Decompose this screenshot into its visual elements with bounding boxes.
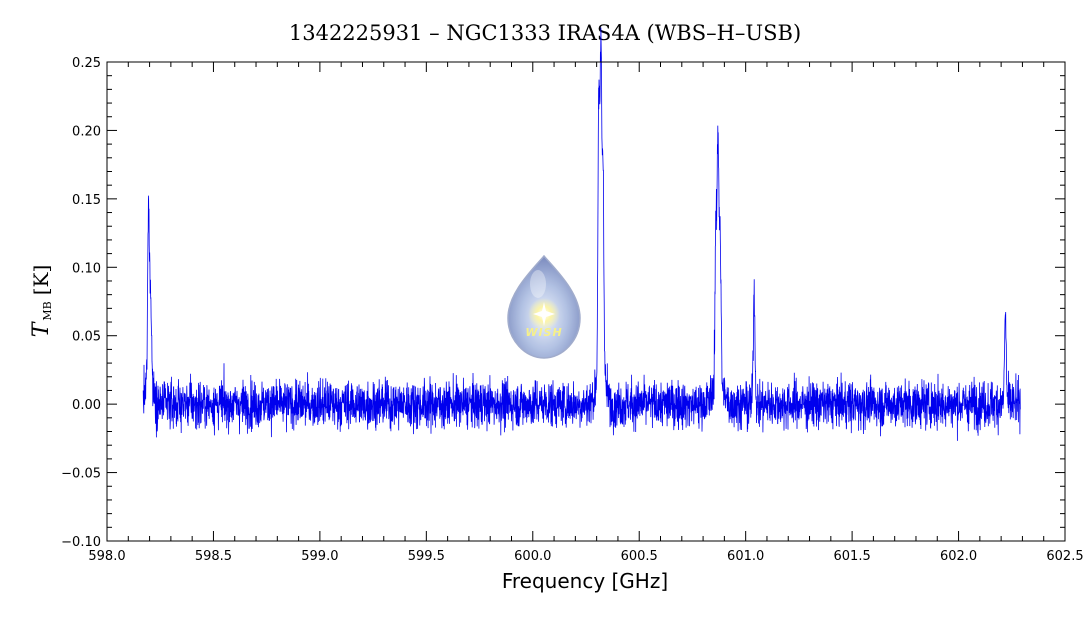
spectrum-line xyxy=(142,27,1021,441)
y-axis-symbol: T xyxy=(29,320,54,337)
y-tick-label: 0.20 xyxy=(72,124,101,139)
chart-title: 1342225931 – NGC1333 IRAS4A (WBS–H–USB) xyxy=(289,21,801,45)
y-tick-label: 0.05 xyxy=(72,330,101,345)
logo-text: WISH xyxy=(525,326,562,339)
y-tick-label: 0.10 xyxy=(72,261,101,276)
x-tick-label: 598.0 xyxy=(88,549,125,564)
x-tick-label: 602.0 xyxy=(940,549,977,564)
plot-frame xyxy=(106,61,1066,542)
x-tick-label: 600.5 xyxy=(621,549,658,564)
x-tick-label: 600.0 xyxy=(514,549,551,564)
tick-labels: 598.0 598.5 599.0 599.5 600.0 600.5 601.0 601.5… xyxy=(61,56,1083,564)
y-tick-label: −0.05 xyxy=(61,467,101,482)
x-tick-label: 601.0 xyxy=(727,549,764,564)
x-tick-label: 601.5 xyxy=(834,549,871,564)
x-axis-label: Frequency [GHz] xyxy=(502,569,668,593)
y-axis-subscript: MB xyxy=(41,301,54,320)
series-group xyxy=(142,27,1021,441)
x-tick-label: 599.0 xyxy=(301,549,338,564)
wish-logo: WISH xyxy=(507,254,581,359)
axis-ticks xyxy=(106,61,1066,542)
y-tick-label: 0.25 xyxy=(72,56,101,71)
star-icon xyxy=(533,302,555,326)
x-tick-label: 598.5 xyxy=(195,549,232,564)
x-tick-label: 602.5 xyxy=(1046,549,1083,564)
y-tick-label: −0.10 xyxy=(61,535,101,550)
y-axis-unit: [K] xyxy=(29,265,53,296)
y-tick-label: 0.00 xyxy=(72,398,101,413)
y-tick-label: 0.15 xyxy=(72,193,101,208)
y-axis-label: TMB [K] xyxy=(29,265,54,338)
x-tick-label: 599.5 xyxy=(408,549,445,564)
